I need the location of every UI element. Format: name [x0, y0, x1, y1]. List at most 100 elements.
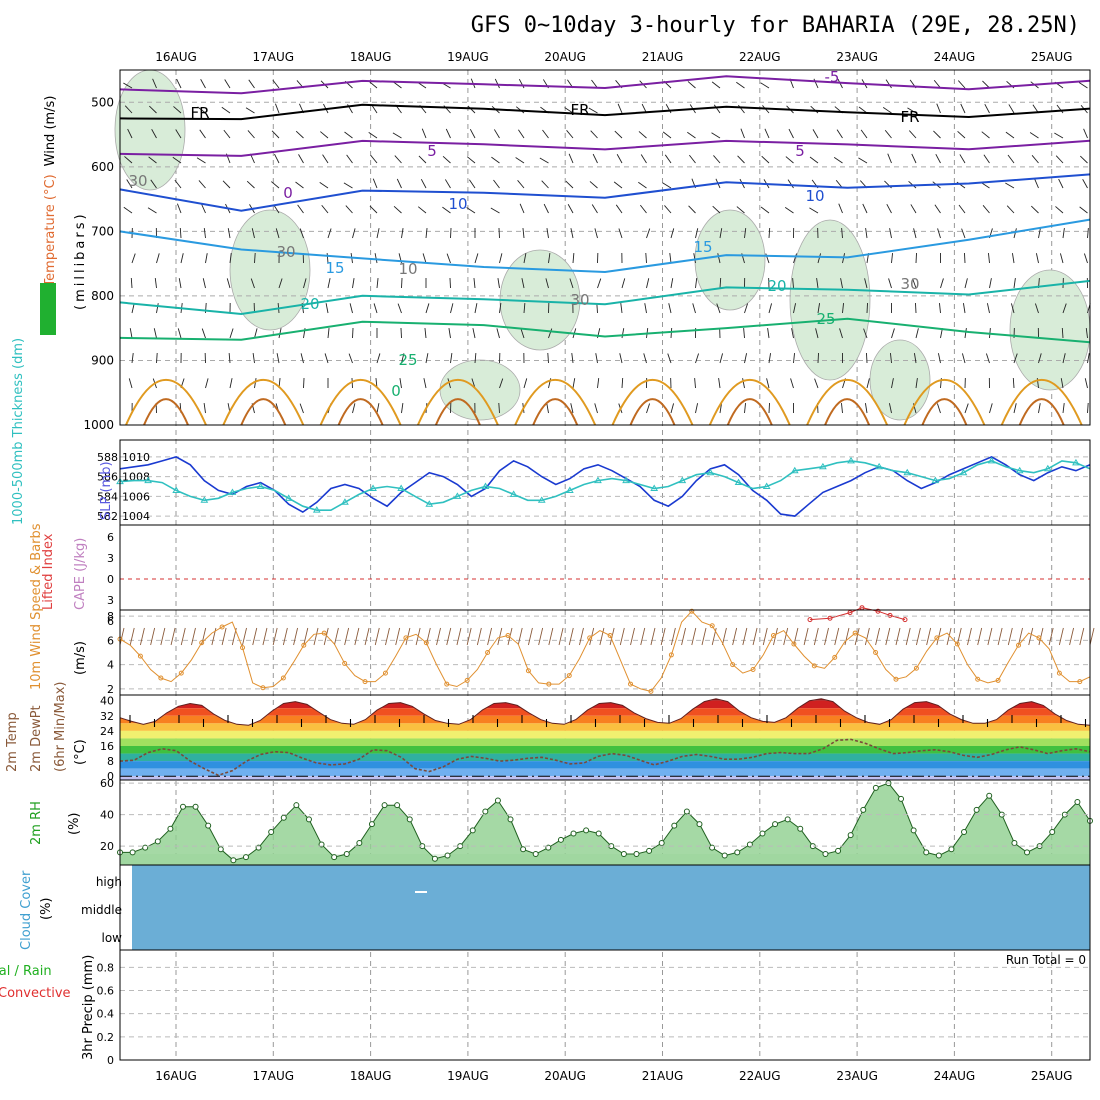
wind-barb [568, 153, 574, 164]
minmax-bar: I [226, 713, 229, 726]
wind-barb [276, 353, 280, 364]
thickness-marker [734, 478, 743, 486]
wind-barb [736, 206, 745, 214]
minmax-bar: I [545, 717, 548, 730]
rh-tick: 60 [100, 777, 114, 790]
wind-barb-10m [732, 627, 738, 646]
wind-barb [937, 353, 941, 364]
rh-point [469, 827, 476, 834]
wind-barb-10m [864, 627, 870, 646]
rh-point [154, 838, 161, 845]
wind-barb-10m [844, 627, 850, 646]
rh-point [142, 844, 149, 851]
thickness-marker [903, 468, 912, 476]
wind-barb [297, 204, 304, 214]
thickness-marker [228, 488, 237, 495]
wind-barb [156, 303, 159, 314]
wind-speed-point [178, 670, 184, 676]
wind-barb [539, 157, 549, 164]
contour-label: 5 [427, 142, 437, 160]
wind-barb [572, 378, 576, 389]
bottom-day-label: 20AUG [544, 1069, 586, 1083]
wind-barb [1030, 205, 1039, 214]
li-point [875, 608, 881, 614]
wind-barb [321, 204, 329, 214]
contour-label: 20 [767, 277, 786, 295]
wind-speed-point [321, 630, 327, 636]
temp-band [120, 746, 1090, 754]
wind-barb [523, 253, 527, 264]
wind-barb [889, 228, 892, 239]
wind-barb [154, 278, 157, 289]
wind-barb [254, 252, 256, 264]
rh-point [721, 852, 728, 859]
wind-barb [124, 156, 133, 164]
wind-barb [866, 352, 868, 364]
isotherm-line [119, 279, 1091, 316]
wind-barb [376, 228, 380, 239]
wind-barb [319, 182, 329, 189]
wind-barb [646, 278, 650, 289]
wind-barb [790, 378, 794, 389]
wind-barb [564, 107, 574, 114]
wind-barb [228, 352, 231, 364]
rh-point [683, 808, 690, 815]
rh-point [973, 806, 980, 813]
wind-barb [983, 154, 990, 164]
wind-barb-10m [926, 627, 932, 646]
wind-speed-point [709, 623, 715, 629]
wind-barb [327, 228, 332, 239]
wind-barb [989, 278, 992, 289]
wind-barb [694, 377, 696, 389]
wind-barb [985, 353, 990, 364]
rh-point [835, 847, 842, 854]
wind-barb-10m [885, 627, 891, 646]
rh-tick: 40 [100, 809, 114, 822]
pressure-tick: 900 [91, 353, 114, 367]
wind-barb [251, 228, 255, 239]
wind-barb [466, 156, 476, 164]
wind-barb [156, 352, 158, 364]
wind-barb [196, 157, 206, 164]
wind-barb [939, 303, 941, 314]
thickness-marker [144, 476, 152, 484]
wind-barb [469, 128, 476, 139]
slp-tick-left: 582 [97, 510, 118, 523]
rh-point [595, 830, 602, 837]
wind-barb [496, 328, 500, 339]
wind-speed-point [137, 653, 143, 659]
wind-barb [295, 181, 304, 189]
wind-barb-10m [1028, 627, 1034, 646]
wind-barb [345, 205, 353, 214]
slp-ylabel-right: SLP (mb) [99, 461, 114, 520]
wind-barb [621, 377, 624, 389]
wind-barb [915, 252, 917, 264]
wind-barb [1082, 179, 1088, 189]
precip-tick: 0.2 [97, 1031, 115, 1044]
wind-barb [397, 303, 402, 314]
wind-barb-10m [1069, 627, 1075, 646]
wind-barb [128, 378, 133, 389]
wind-barb [520, 328, 525, 339]
wind-barb [123, 206, 133, 214]
wind-barb [913, 228, 917, 239]
rh-point [494, 797, 501, 804]
wind-speed-point [1036, 635, 1042, 641]
wind-barb [247, 130, 255, 139]
wind-barb [639, 204, 647, 214]
wind-barb [442, 155, 451, 164]
rh-point [784, 816, 791, 823]
rh-point [898, 795, 905, 802]
wind-barb [176, 78, 182, 89]
isotherm-line [119, 103, 1091, 121]
wind-barb [450, 303, 454, 314]
rh-point [444, 852, 451, 859]
wind-barb [274, 153, 280, 164]
slp-tick-left: 586 [97, 471, 118, 484]
upper-panel-frame [119, 69, 1091, 426]
rh-point [935, 852, 942, 859]
wind-barb [393, 81, 402, 89]
bottom-day-label: 24AUG [934, 1069, 976, 1083]
minmax-bar: I [741, 717, 744, 730]
wind-barb-10m [364, 627, 370, 646]
